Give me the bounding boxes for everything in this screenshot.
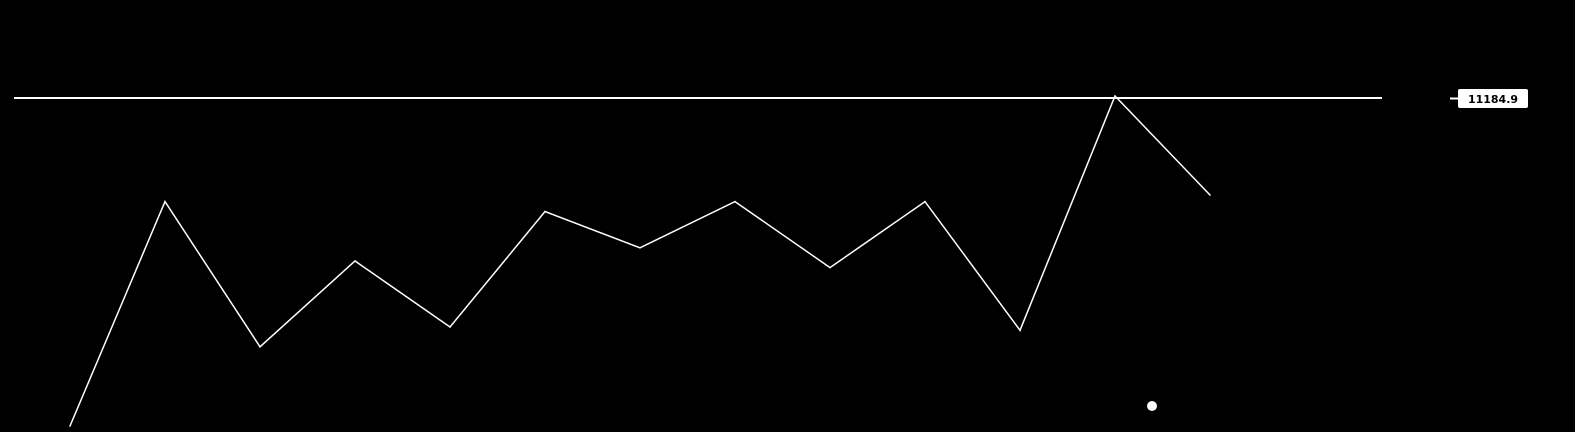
data-point <box>924 200 926 203</box>
data-point <box>354 260 356 262</box>
data-point <box>164 200 166 203</box>
cursor-dot <box>1147 401 1157 411</box>
data-point <box>639 247 641 249</box>
marker-group <box>1147 401 1157 411</box>
data-point <box>449 326 451 328</box>
reference-price-label: 11184.9 <box>1468 93 1518 106</box>
data-point <box>734 200 736 203</box>
data-point <box>1114 95 1116 97</box>
data-point <box>259 346 261 348</box>
data-point <box>1019 329 1021 332</box>
data-point <box>1209 194 1211 196</box>
series-group <box>69 94 1211 427</box>
data-point <box>69 425 71 427</box>
price-label-background <box>1458 89 1528 108</box>
price-label-group: 11184.9 <box>1450 89 1528 108</box>
data-point <box>544 210 546 213</box>
data-point <box>829 266 831 269</box>
